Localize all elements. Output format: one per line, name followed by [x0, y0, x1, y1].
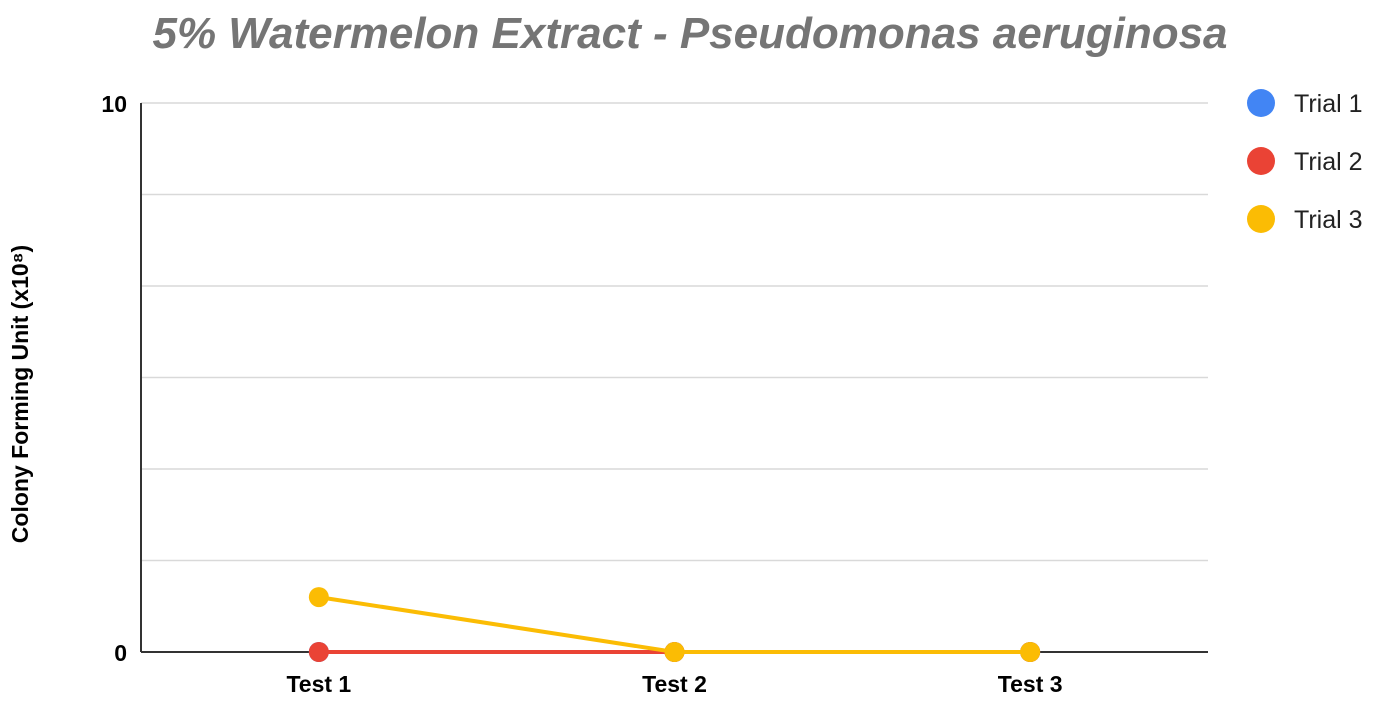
legend-item: Trial 3 [1247, 205, 1363, 234]
data-point [308, 642, 329, 662]
legend: Trial 1 Trial 2 Trial 3 [1247, 89, 1363, 234]
data-point [1020, 642, 1041, 662]
x-tick-labels: Test 1 Test 2 Test 3 [286, 671, 1062, 697]
legend-swatch [1247, 89, 1275, 117]
legend-label: Trial 2 [1294, 148, 1363, 176]
y-axis-title: Colony Forming Unit (x10⁸) [7, 245, 33, 543]
chart-title: 5% Watermelon Extract - Pseudomonas aeru… [152, 9, 1227, 58]
legend-item: Trial 2 [1247, 147, 1363, 176]
legend-label: Trial 1 [1294, 90, 1363, 118]
legend-item: Trial 1 [1247, 89, 1363, 118]
y-tick-label-max: 10 [101, 91, 127, 117]
x-tick-label: Test 2 [642, 671, 707, 697]
legend-swatch [1247, 147, 1275, 175]
x-tick-label: Test 1 [286, 671, 351, 697]
data-point [308, 587, 329, 608]
legend-label: Trial 3 [1294, 206, 1363, 234]
legend-swatch [1247, 205, 1275, 233]
series-layer [308, 587, 1041, 662]
y-tick-label-min: 0 [114, 640, 127, 666]
gridlines [141, 102, 1208, 562]
x-tick-label: Test 3 [998, 671, 1063, 697]
data-point [664, 642, 685, 662]
series-3 [308, 587, 1041, 662]
